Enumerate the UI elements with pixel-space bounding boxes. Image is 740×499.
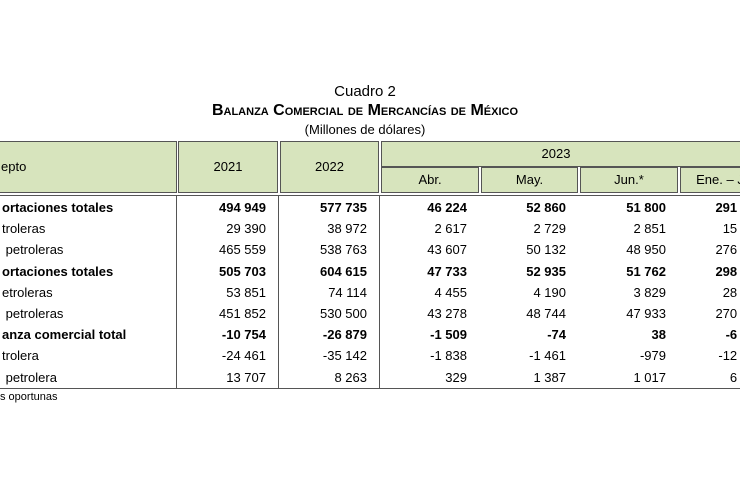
cell-value: 13 707: [226, 369, 266, 385]
cell-value: -74: [547, 327, 566, 343]
cell-value: -979: [639, 348, 666, 364]
cell-value: 1 017: [633, 369, 666, 385]
cell-value: 8 263: [334, 369, 367, 385]
cell-value: 38 972: [327, 221, 367, 237]
cell-value: 53 851: [226, 284, 266, 300]
cell-value: 46 224: [427, 200, 467, 215]
row-label: ortaciones totales: [2, 200, 114, 215]
cell-value: 2 617: [434, 221, 467, 237]
cell-value: -6 3: [725, 327, 738, 343]
table-title: Balanza Comercial de Mercancías de Méxic…: [211, 102, 519, 119]
cell-value: 6 0: [729, 369, 738, 385]
table-subtitle: (Millones de dólares): [304, 122, 426, 137]
cell-value: 1 387: [533, 369, 566, 385]
cell-value: 276 2: [715, 242, 738, 258]
header-cell: epto: [0, 141, 177, 193]
cell-value: 3 829: [633, 284, 666, 300]
cell-value: 451 852: [219, 306, 266, 321]
cell-value: 4 190: [533, 284, 566, 300]
cell-value: 52 935: [526, 263, 566, 279]
cell-value: 15 7: [722, 221, 738, 237]
cell-value: 51 762: [626, 263, 666, 279]
cell-value: 51 800: [626, 200, 666, 215]
row-label: etroleras: [2, 284, 53, 300]
cell-value: 43 607: [427, 242, 467, 258]
header-cell: Ene. – J: [680, 167, 740, 193]
header-cell: 2023: [381, 141, 740, 167]
header-cell: May.: [481, 167, 578, 193]
cell-value: 52 860: [526, 200, 566, 215]
cell-value: 291 9: [715, 200, 738, 215]
cell-value: 505 703: [219, 263, 266, 279]
column-rule: [379, 195, 380, 389]
cell-value: -1 461: [529, 348, 566, 364]
row-label: petroleras: [2, 306, 64, 321]
cell-value: 329: [445, 369, 467, 385]
cell-value: 47 733: [427, 263, 467, 279]
column-rule: [176, 195, 177, 389]
table-label: Cuadro 2: [334, 83, 396, 100]
header-cell: 2022: [280, 141, 379, 193]
cell-value: 48 950: [626, 242, 666, 258]
header-cell: 2021: [178, 141, 278, 193]
cell-value: 38: [651, 327, 666, 343]
row-label: petrolera: [2, 369, 57, 385]
cell-value: 28 1: [722, 284, 738, 300]
cell-value: 538 763: [320, 242, 367, 258]
cell-value: 298 3: [715, 263, 738, 279]
cell-value: 29 390: [226, 221, 266, 237]
cell-value: 2 851: [633, 221, 666, 237]
header-cell: Abr.: [381, 167, 479, 193]
footnote: s oportunas: [0, 391, 58, 403]
cell-value: 48 744: [526, 306, 566, 321]
header-cell: Jun.*: [580, 167, 678, 193]
row-label: trolera: [2, 348, 39, 364]
cell-value: 74 114: [328, 284, 367, 300]
cell-value: 530 500: [320, 306, 367, 321]
cell-value: 577 735: [320, 200, 367, 215]
cell-value: 50 132: [526, 242, 566, 258]
row-label: troleras: [2, 221, 46, 237]
row-label: ortaciones totales: [2, 263, 114, 279]
cell-value: -1 838: [430, 348, 467, 364]
cell-value: -35 142: [322, 348, 367, 364]
cell-value: -12 3: [718, 348, 738, 364]
row-label: anza comercial total: [2, 327, 127, 343]
cell-value: 465 559: [219, 242, 266, 258]
cell-value: -10 754: [221, 327, 266, 343]
cell-value: -24 461: [221, 348, 266, 364]
cell-value: 270 1: [715, 306, 738, 321]
table-body: [0, 195, 740, 389]
cell-value: 494 949: [219, 200, 266, 215]
cell-value: 4 455: [434, 284, 467, 300]
row-label: petroleras: [2, 242, 64, 258]
cell-value: 47 933: [626, 306, 666, 321]
column-rule: [278, 195, 279, 389]
cell-value: -1 509: [430, 327, 467, 343]
cell-value: 2 729: [533, 221, 566, 237]
cell-value: 604 615: [320, 263, 367, 279]
cell-value: -26 879: [322, 327, 367, 343]
cell-value: 43 278: [427, 306, 467, 321]
